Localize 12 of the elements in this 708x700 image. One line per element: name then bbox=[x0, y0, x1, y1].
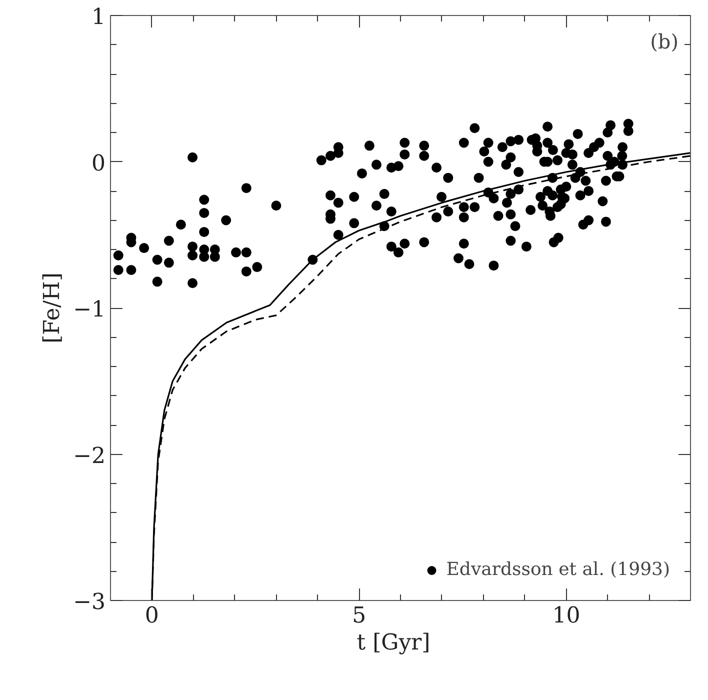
x-tick-label: 0 bbox=[144, 604, 159, 628]
y-tick-label: −1 bbox=[73, 298, 106, 322]
y-tick-label: −2 bbox=[73, 444, 106, 469]
y-tick-label: 0 bbox=[92, 151, 106, 176]
x-tick-label: 10 bbox=[552, 604, 580, 628]
annotation: (b) bbox=[650, 30, 679, 54]
y-tick-label: 1 bbox=[92, 5, 106, 30]
legend-label: Edvardsson et al. (1993) bbox=[446, 559, 670, 580]
y-tick-label: −3 bbox=[73, 590, 106, 615]
x-tick-label: 5 bbox=[352, 604, 366, 628]
x-axis-title: t [Gyr] bbox=[356, 630, 430, 656]
y-axis-title: [Fe/H] bbox=[40, 272, 66, 344]
